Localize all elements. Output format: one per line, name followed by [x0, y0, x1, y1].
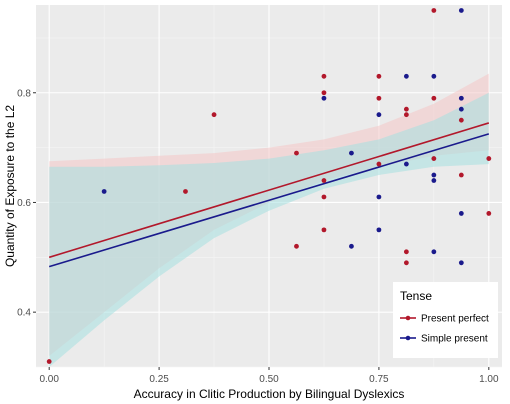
- x-tick-label: 1.00: [479, 374, 499, 385]
- y-axis-title: Quantity of Exposure to the L2: [3, 105, 17, 267]
- point-present-perfect: [321, 90, 327, 96]
- data-points: [46, 8, 492, 364]
- point-simple-present: [458, 211, 464, 216]
- point-present-perfect: [431, 95, 437, 101]
- point-simple-present: [349, 243, 354, 249]
- point-simple-present: [349, 150, 354, 156]
- point-simple-present: [403, 73, 409, 79]
- point-simple-present: [376, 194, 382, 200]
- point-simple-present: [403, 161, 409, 167]
- point-simple-present: [376, 227, 382, 233]
- point-present-perfect: [376, 161, 382, 167]
- confidence-bands: [49, 73, 489, 368]
- point-simple-present: [458, 260, 464, 266]
- x-tick-label: 0.50: [259, 374, 279, 385]
- point-simple-present: [458, 106, 464, 112]
- legend-label-simple-present: Simple present: [421, 334, 488, 345]
- y-tick-label: 0.6: [17, 198, 31, 209]
- fit-lines: [48, 122, 490, 268]
- point-present-perfect: [376, 73, 382, 79]
- point-present-perfect: [321, 73, 327, 79]
- legend: Tense Present perfect Simple present: [393, 282, 498, 358]
- point-present-perfect: [294, 243, 299, 249]
- point-simple-present: [431, 73, 437, 79]
- point-present-perfect: [403, 112, 409, 118]
- fit-line-present-perfect: [48, 122, 490, 259]
- point-simple-present: [458, 95, 464, 101]
- point-present-perfect: [486, 211, 492, 216]
- y-tick-label: 0.8: [17, 88, 31, 99]
- point-simple-present: [431, 249, 437, 255]
- point-present-perfect: [431, 8, 437, 13]
- point-simple-present: [376, 112, 382, 118]
- legend-background: [393, 282, 498, 358]
- confidence-band-simple-present: [49, 92, 489, 368]
- point-present-perfect: [403, 260, 409, 266]
- x-tick-label: 0.25: [149, 374, 169, 385]
- point-simple-present: [101, 189, 107, 194]
- point-present-perfect: [403, 106, 409, 112]
- point-present-perfect: [211, 112, 217, 118]
- point-present-perfect: [431, 156, 437, 161]
- point-simple-present: [431, 178, 437, 183]
- x-axis-title: Accuracy in Clitic Production by Bilingu…: [134, 387, 405, 401]
- legend-items: Present perfect Simple present: [400, 314, 489, 345]
- point-present-perfect: [321, 178, 327, 183]
- legend-key-point-simple-present: [405, 335, 411, 341]
- point-present-perfect: [376, 95, 382, 101]
- legend-key-point-present-perfect: [405, 315, 411, 321]
- point-present-perfect: [403, 249, 409, 255]
- legend-label-present-perfect: Present perfect: [421, 314, 489, 325]
- y-tick-label: 0.4: [17, 308, 31, 319]
- point-simple-present: [431, 172, 437, 178]
- x-axis-ticks: 0.00 0.25 0.50 0.75 1.00: [39, 367, 499, 385]
- x-tick-label: 0.00: [39, 374, 59, 385]
- point-present-perfect: [183, 189, 188, 194]
- point-present-perfect: [321, 194, 327, 200]
- point-present-perfect: [458, 172, 464, 178]
- y-axis-ticks: 0.4 0.6 0.8: [17, 88, 36, 319]
- point-present-perfect: [294, 150, 299, 156]
- fit-line-simple-present: [48, 133, 490, 268]
- point-simple-present: [321, 95, 327, 101]
- point-present-perfect: [321, 227, 327, 233]
- legend-title: Tense: [400, 289, 432, 303]
- point-present-perfect: [486, 156, 492, 161]
- x-tick-label: 0.75: [369, 374, 389, 385]
- point-present-perfect: [458, 117, 464, 123]
- point-present-perfect: [46, 359, 52, 364]
- point-simple-present: [458, 8, 464, 13]
